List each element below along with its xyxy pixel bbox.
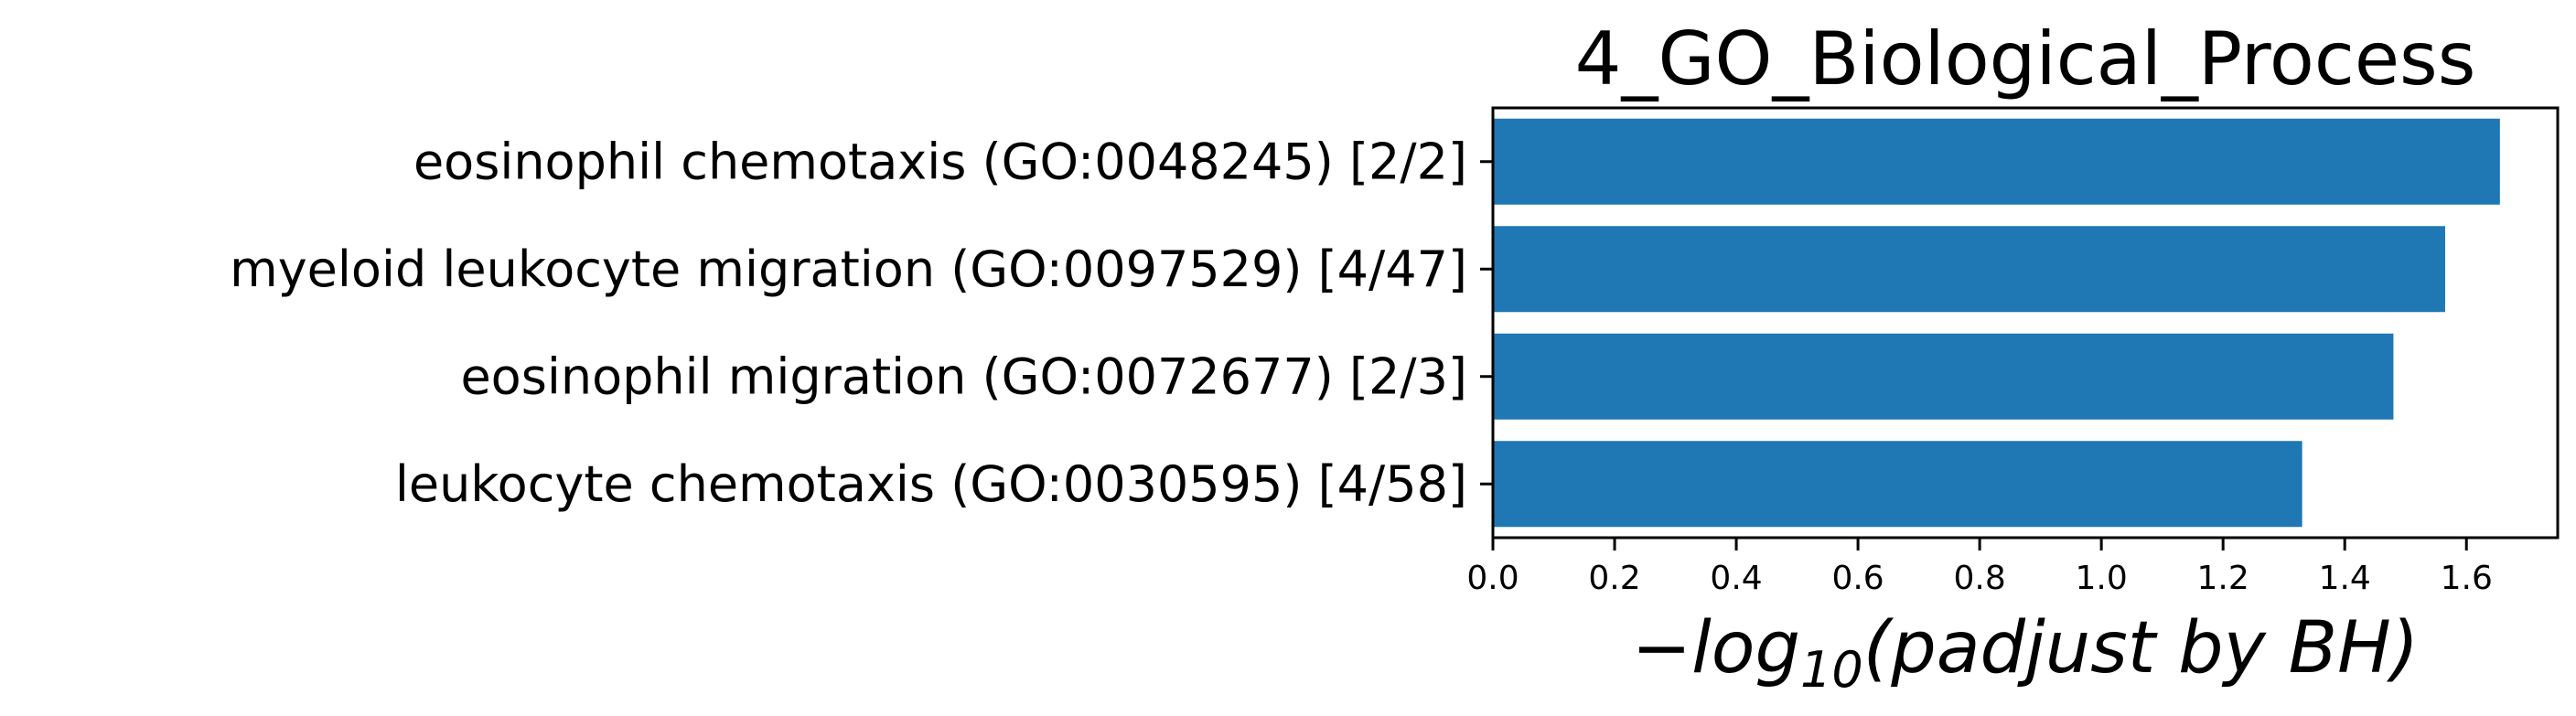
x-axis-ticks: 0.0 0.2 0.4 0.6 0.8 1.0 1.2 1.4 1.6 [1466, 538, 2493, 597]
x-tick-label: 0.2 [1588, 560, 1640, 597]
x-tick-label: 1.6 [2441, 560, 2493, 597]
category-label: eosinophil chemotaxis (GO:0048245) [2/2] [413, 133, 1467, 190]
bar [1493, 118, 2500, 205]
x-axis-label-subscript: 10 [1800, 641, 1863, 699]
category-label: leukocyte chemotaxis (GO:0030595) [4/58] [395, 455, 1467, 513]
x-tick-label: 1.4 [2319, 560, 2371, 597]
bar [1493, 333, 2394, 420]
bars-group [1493, 118, 2500, 528]
x-axis-label: −log10(padjust by BH) [1632, 607, 2419, 699]
x-axis-label-prefix: − [1632, 607, 1691, 689]
category-labels: eosinophil chemotaxis (GO:0048245) [2/2]… [230, 133, 1493, 513]
x-tick-label: 0.4 [1710, 560, 1762, 597]
x-tick-label: 1.2 [2197, 560, 2249, 597]
category-label: eosinophil migration (GO:0072677) [2/3] [460, 347, 1467, 405]
bar [1493, 226, 2445, 313]
x-tick-label: 0.8 [1953, 560, 2005, 597]
x-tick-label: 0.6 [1831, 560, 1884, 597]
plot-frame [1491, 106, 2560, 540]
category-label: myeloid leukocyte migration (GO:0097529)… [230, 240, 1467, 298]
x-axis-label-base: log [1691, 607, 1800, 689]
bar [1493, 441, 2302, 528]
x-axis-label-suffix: (padjust by BH) [1863, 607, 2419, 689]
chart-title: 4_GO_Biological_Process [1575, 16, 2476, 102]
x-tick-label: 0.0 [1466, 560, 1519, 597]
x-tick-label: 1.0 [2076, 560, 2128, 597]
